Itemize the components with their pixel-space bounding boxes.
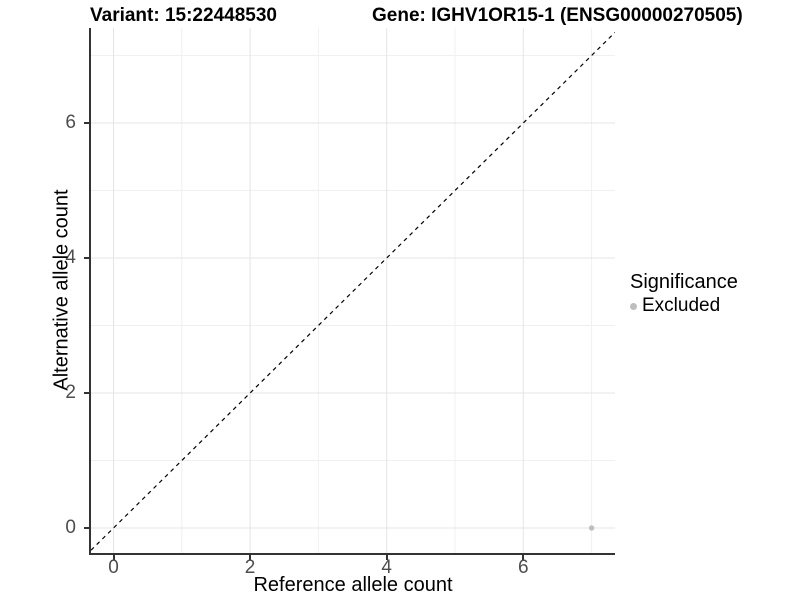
- legend-title: Significance: [630, 271, 738, 293]
- y-axis-tick: [84, 122, 89, 124]
- legend-entry-excluded: Excluded: [630, 295, 738, 317]
- plot-title-gene: Gene: IGHV1OR15-1 (ENSG00000270505): [372, 5, 743, 26]
- x-axis-tick: [112, 555, 115, 560]
- x-axis-tick-label: 6: [518, 557, 529, 578]
- y-axis-tick: [84, 257, 89, 259]
- data-point: [588, 525, 595, 531]
- y-axis-tick: [84, 527, 89, 529]
- y-axis-tick-label: 2: [65, 382, 76, 403]
- x-axis-tick: [522, 555, 525, 560]
- plot-panel: [89, 28, 615, 555]
- y-axis-title: Alternative allele count: [50, 189, 73, 391]
- legend: Significance Excluded: [630, 271, 738, 317]
- plot-canvas: [91, 28, 615, 553]
- plot-title-variant: Variant: 15:22448530: [90, 5, 277, 26]
- legend-point-icon: [630, 302, 637, 310]
- x-axis-tick-label: 2: [244, 557, 256, 578]
- x-axis-tick-label: 0: [108, 557, 119, 578]
- identity-reference-line: [91, 31, 615, 551]
- x-axis-tick: [249, 555, 252, 560]
- legend-entry-label: Excluded: [642, 295, 721, 316]
- y-axis-tick-label: 4: [65, 247, 76, 268]
- x-axis-tick-label: 4: [381, 557, 392, 578]
- x-axis-tick: [385, 555, 388, 560]
- y-axis-tick-label: 0: [65, 517, 76, 538]
- y-axis-tick: [84, 392, 89, 394]
- y-axis-tick-label: 6: [65, 112, 76, 133]
- x-axis-title: Reference allele count: [253, 574, 453, 596]
